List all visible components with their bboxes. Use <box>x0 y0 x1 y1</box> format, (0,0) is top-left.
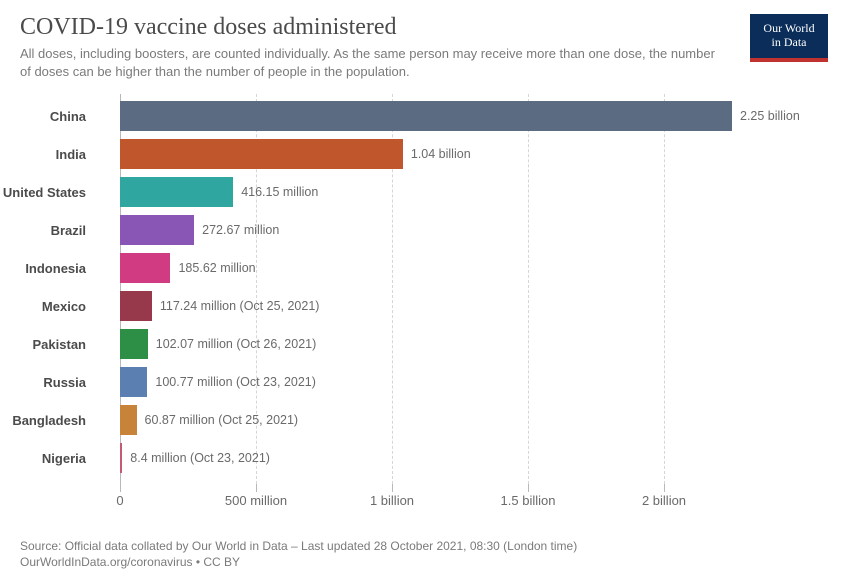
footer: Source: Official data collated by Our Wo… <box>20 538 577 570</box>
bar-row: Brazil272.67 million <box>120 211 800 249</box>
bar <box>120 405 137 435</box>
chart-area: China2.25 billionIndia1.04 billionUnited… <box>20 94 828 514</box>
chart-page: COVID-19 vaccine doses administered All … <box>0 0 848 580</box>
bar-row: India1.04 billion <box>120 135 800 173</box>
country-label: Brazil <box>0 223 86 238</box>
country-label: China <box>0 109 86 124</box>
bar <box>120 367 147 397</box>
logo-line-2: in Data <box>750 36 828 50</box>
plot: China2.25 billionIndia1.04 billionUnited… <box>120 94 800 484</box>
value-label: 117.24 million (Oct 25, 2021) <box>160 299 320 313</box>
x-tick <box>392 484 393 492</box>
x-tick <box>120 484 121 492</box>
value-label: 272.67 million <box>202 223 279 237</box>
country-label: United States <box>0 185 86 200</box>
bar-row: United States416.15 million <box>120 173 800 211</box>
bar <box>120 329 148 359</box>
value-label: 185.62 million <box>178 261 255 275</box>
country-label: Mexico <box>0 299 86 314</box>
country-label: Indonesia <box>0 261 86 276</box>
x-axis: 0500 million1 billion1.5 billion2 billio… <box>120 484 800 514</box>
x-tick <box>664 484 665 492</box>
country-label: India <box>0 147 86 162</box>
bar-row: Nigeria8.4 million (Oct 23, 2021) <box>120 439 800 477</box>
country-label: Bangladesh <box>0 413 86 428</box>
chart-title: COVID-19 vaccine doses administered <box>20 14 720 41</box>
x-tick-label: 2 billion <box>642 493 686 508</box>
x-tick <box>528 484 529 492</box>
bar <box>120 253 170 283</box>
value-label: 60.87 million (Oct 25, 2021) <box>145 413 299 427</box>
country-label: Pakistan <box>0 337 86 352</box>
x-tick-label: 1.5 billion <box>501 493 556 508</box>
x-tick-label: 500 million <box>225 493 287 508</box>
bar-row: Indonesia185.62 million <box>120 249 800 287</box>
owid-logo: Our World in Data <box>750 14 828 62</box>
logo-line-1: Our World <box>750 22 828 36</box>
country-label: Nigeria <box>0 451 86 466</box>
value-label: 102.07 million (Oct 26, 2021) <box>156 337 317 351</box>
bar <box>120 291 152 321</box>
chart-subtitle: All doses, including boosters, are count… <box>20 45 720 80</box>
bar-row: Pakistan102.07 million (Oct 26, 2021) <box>120 325 800 363</box>
value-label: 2.25 billion <box>740 109 800 123</box>
x-tick-label: 0 <box>116 493 123 508</box>
value-label: 416.15 million <box>241 185 318 199</box>
value-label: 100.77 million (Oct 23, 2021) <box>155 375 316 389</box>
x-tick-label: 1 billion <box>370 493 414 508</box>
bar-row: Mexico117.24 million (Oct 25, 2021) <box>120 287 800 325</box>
header: COVID-19 vaccine doses administered All … <box>20 14 828 94</box>
bar-row: Bangladesh60.87 million (Oct 25, 2021) <box>120 401 800 439</box>
bar-row: Russia100.77 million (Oct 23, 2021) <box>120 363 800 401</box>
value-label: 1.04 billion <box>411 147 471 161</box>
bar <box>120 215 194 245</box>
bar-row: China2.25 billion <box>120 97 800 135</box>
bar <box>120 177 233 207</box>
bar <box>120 139 403 169</box>
x-tick <box>256 484 257 492</box>
credit-text: OurWorldInData.org/coronavirus • CC BY <box>20 554 577 570</box>
title-block: COVID-19 vaccine doses administered All … <box>20 14 720 94</box>
country-label: Russia <box>0 375 86 390</box>
bar <box>120 101 732 131</box>
bar <box>120 443 122 473</box>
source-text: Source: Official data collated by Our Wo… <box>20 538 577 554</box>
value-label: 8.4 million (Oct 23, 2021) <box>130 451 270 465</box>
